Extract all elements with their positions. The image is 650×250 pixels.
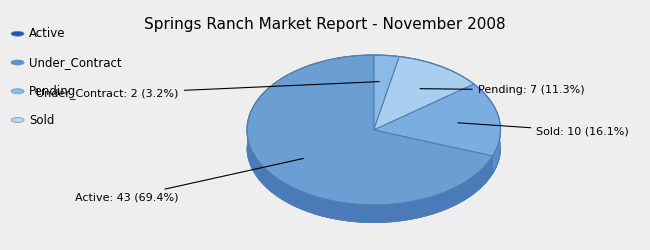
Polygon shape	[247, 55, 493, 222]
Text: Pending: Pending	[29, 85, 77, 98]
Polygon shape	[374, 84, 500, 156]
Polygon shape	[247, 148, 500, 222]
Text: Under_Contract: Under_Contract	[29, 56, 122, 69]
Text: Sold: 10 (16.1%): Sold: 10 (16.1%)	[458, 123, 629, 136]
Polygon shape	[247, 55, 493, 205]
Polygon shape	[374, 55, 399, 130]
Circle shape	[11, 118, 24, 122]
Circle shape	[11, 60, 24, 65]
Circle shape	[11, 89, 24, 94]
Text: Sold: Sold	[29, 114, 55, 126]
Polygon shape	[374, 56, 474, 130]
Text: Springs Ranch Market Report - November 2008: Springs Ranch Market Report - November 2…	[144, 18, 506, 32]
Text: Pending: 7 (11.3%): Pending: 7 (11.3%)	[420, 85, 584, 95]
Text: Active: 43 (69.4%): Active: 43 (69.4%)	[75, 158, 304, 202]
Text: Active: Active	[29, 27, 66, 40]
Polygon shape	[474, 84, 500, 174]
Circle shape	[11, 31, 24, 36]
Text: Under_Contract: 2 (3.2%): Under_Contract: 2 (3.2%)	[36, 82, 380, 99]
Polygon shape	[374, 55, 399, 74]
Polygon shape	[399, 56, 474, 102]
